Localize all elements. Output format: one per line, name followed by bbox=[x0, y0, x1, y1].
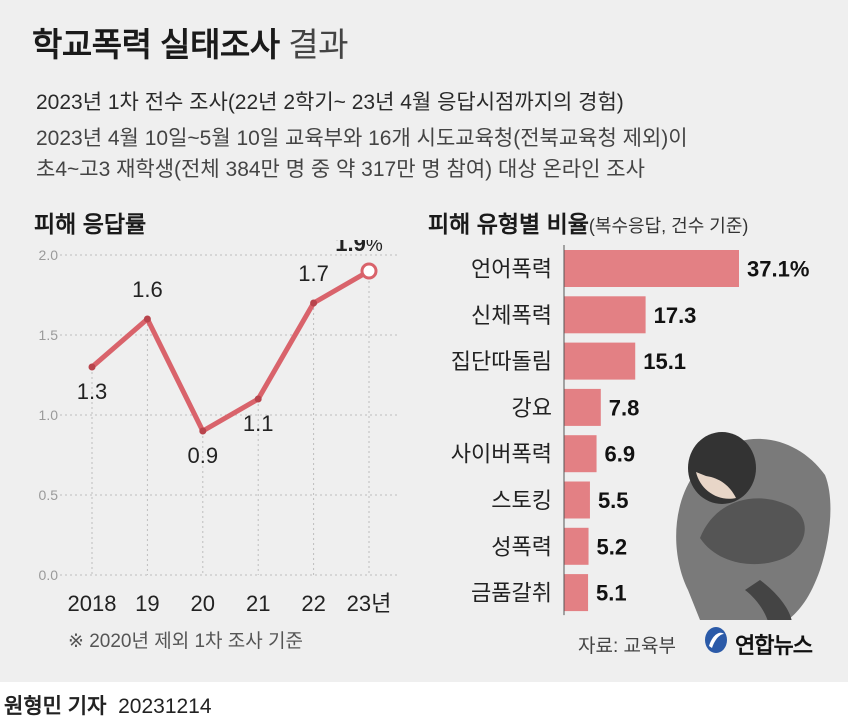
yonhap-logo-text: 연합뉴스 bbox=[735, 633, 813, 658]
data-point bbox=[254, 395, 262, 403]
survey-description-line1: 2023년 4월 10일~5월 10일 교육부와 16개 시도교육청(전북교육청… bbox=[36, 127, 688, 150]
survey-subtitle: 2023년 1차 전수 조사(22년 2학기~ 23년 4월 응답시점까지의 경… bbox=[36, 91, 624, 114]
footnote: ※ 2020년 제외 1차 조사 기준 bbox=[68, 631, 303, 652]
category-label: 사이버폭력 bbox=[451, 442, 552, 467]
data-point-highlight bbox=[360, 262, 378, 280]
survey-description-line2: 초4~고3 재학생(전체 384만 명 중 약 317만 명 참여) 대상 온라… bbox=[36, 158, 645, 181]
x-tick-label: 21 bbox=[246, 591, 270, 616]
bar bbox=[564, 342, 636, 380]
bar-chart: 언어폭력 37.1% 신체폭력 17.3 집단따돌림 15.1 강요 7.8 사이버폭력 6.9 스… bbox=[451, 245, 831, 620]
source-label: 자료: 교육부 bbox=[578, 636, 676, 657]
value-label: 5.2 bbox=[597, 534, 628, 559]
bar-chart-title-text: 피해 유형별 비율 bbox=[428, 211, 589, 237]
figure-leg bbox=[745, 580, 792, 620]
category-label: 성폭력 bbox=[491, 534, 552, 559]
bar bbox=[564, 527, 589, 565]
x-tick-label: 19 bbox=[135, 591, 159, 616]
value-label: 17.3 bbox=[654, 303, 697, 328]
data-point bbox=[143, 315, 151, 323]
value-label-unit: % bbox=[790, 257, 810, 282]
data-point bbox=[88, 363, 96, 371]
data-label: 0.9 bbox=[188, 443, 219, 468]
x-tick-label: 2018 bbox=[68, 591, 117, 616]
data-label: 1.3 bbox=[77, 379, 108, 404]
bar-chart-note: (복수응답, 건수 기준) bbox=[588, 216, 749, 236]
data-point bbox=[199, 427, 207, 435]
category-label: 집단따돌림 bbox=[451, 349, 552, 374]
value-label: 15.1 bbox=[643, 349, 686, 374]
category-label: 언어폭력 bbox=[471, 257, 552, 282]
crouching-figure-illustration bbox=[676, 432, 831, 620]
data-label: 1.6 bbox=[132, 277, 163, 302]
category-label: 스토킹 bbox=[491, 488, 552, 513]
line-chart-title: 피해 응답률 bbox=[34, 211, 147, 237]
bar bbox=[564, 481, 590, 519]
y-tick-label: 0.5 bbox=[39, 487, 59, 503]
figure-face bbox=[696, 472, 736, 499]
data-label: 1.1 bbox=[243, 411, 274, 436]
x-tick-label: 20 bbox=[191, 591, 215, 616]
publish-date: 20231214 bbox=[118, 695, 212, 718]
line-chart: 0.0 0.5 1.0 1.5 2.0 2018 19 20 21 22 23년 1.3 1.6 0.9 1… bbox=[39, 240, 400, 616]
title-main: 학교폭력 실태조사 bbox=[32, 26, 280, 63]
bar bbox=[564, 435, 597, 473]
category-label: 강요 bbox=[512, 395, 552, 420]
figure-arms bbox=[700, 498, 805, 565]
bar bbox=[564, 388, 601, 426]
value-label: 6.9 bbox=[605, 442, 636, 467]
y-tick-label: 0.0 bbox=[39, 567, 59, 583]
value-label: 7.8 bbox=[609, 395, 640, 420]
data-label-unit: % bbox=[366, 240, 383, 256]
value-label: 5.1 bbox=[596, 581, 627, 606]
x-tick-label: 22 bbox=[301, 591, 325, 616]
category-label: 금품갈취 bbox=[471, 581, 552, 606]
byline: 원형민 기자 20231214 bbox=[4, 690, 212, 720]
y-tick-label: 1.5 bbox=[39, 327, 59, 343]
value-label: 37.1% bbox=[747, 257, 809, 282]
bar-chart-title: 피해 유형별 비율(복수응답, 건수 기준) bbox=[428, 205, 748, 239]
bar bbox=[564, 574, 589, 612]
value-label: 5.5 bbox=[598, 488, 629, 513]
series-line bbox=[89, 268, 372, 434]
bar bbox=[564, 250, 739, 287]
bars-group bbox=[564, 250, 739, 612]
data-point bbox=[310, 299, 318, 307]
data-label: 1.7 bbox=[298, 261, 329, 286]
title-suffix: 결과 bbox=[288, 26, 348, 63]
data-label: 1.9% bbox=[335, 240, 383, 256]
category-label: 신체폭력 bbox=[471, 303, 552, 328]
bar bbox=[564, 296, 646, 334]
yonhap-globe-icon bbox=[705, 627, 727, 653]
x-tick-label: 23년 bbox=[347, 591, 392, 616]
y-tick-label: 2.0 bbox=[39, 247, 59, 263]
page-title: 학교폭력 실태조사 결과 bbox=[32, 18, 348, 66]
y-tick-label: 1.0 bbox=[39, 407, 59, 423]
reporter-name: 원형민 기자 bbox=[4, 695, 107, 718]
